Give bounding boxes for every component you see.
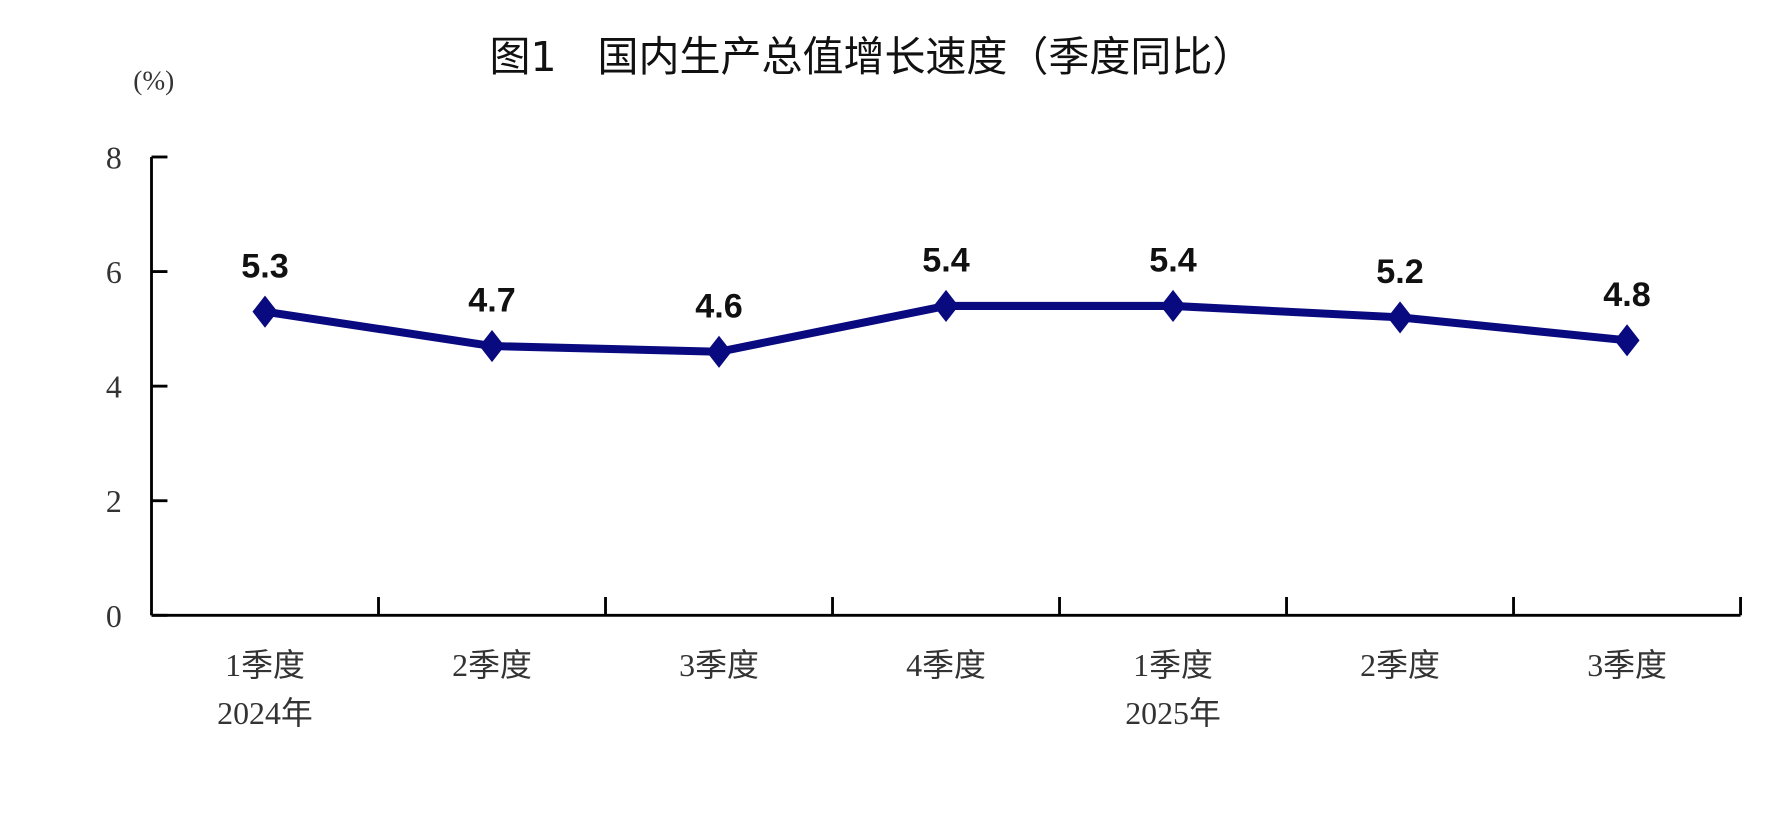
data-point-marker bbox=[1614, 324, 1640, 357]
x-tick-year-label: 2024年 bbox=[217, 696, 313, 731]
chart-title: 图1 国内生产总值增长速度（季度同比） bbox=[489, 33, 1253, 81]
x-tick-label: 1季度 bbox=[1133, 648, 1213, 683]
y-tick-label: 8 bbox=[106, 140, 122, 175]
y-axis-unit: (%) bbox=[133, 65, 174, 95]
x-tick-year-label: 2025年 bbox=[1125, 696, 1221, 731]
data-label: 5.2 bbox=[1376, 253, 1424, 291]
x-tick-label: 2季度 bbox=[1360, 648, 1440, 683]
data-point-marker bbox=[252, 295, 278, 328]
x-tick-label: 3季度 bbox=[679, 648, 759, 683]
x-tick-label: 4季度 bbox=[906, 648, 986, 683]
x-tick-label: 1季度 bbox=[225, 648, 305, 683]
data-label: 5.4 bbox=[1149, 241, 1197, 279]
x-tick-label: 3季度 bbox=[1587, 648, 1667, 683]
y-tick-label: 6 bbox=[106, 255, 122, 290]
data-point-marker bbox=[1387, 301, 1413, 334]
data-label: 5.3 bbox=[241, 247, 289, 285]
y-tick-label: 2 bbox=[106, 484, 122, 519]
data-point-marker bbox=[1160, 289, 1186, 322]
y-tick-label: 4 bbox=[106, 370, 122, 405]
data-label: 4.8 bbox=[1603, 276, 1651, 314]
data-point-marker bbox=[479, 330, 505, 363]
data-label: 4.6 bbox=[695, 287, 743, 325]
data-label: 4.7 bbox=[468, 282, 516, 320]
y-tick-label: 0 bbox=[106, 599, 122, 634]
data-point-marker bbox=[706, 335, 732, 368]
data-point-marker bbox=[933, 289, 959, 322]
x-tick-label: 2季度 bbox=[452, 648, 532, 683]
data-label: 5.4 bbox=[922, 241, 970, 279]
